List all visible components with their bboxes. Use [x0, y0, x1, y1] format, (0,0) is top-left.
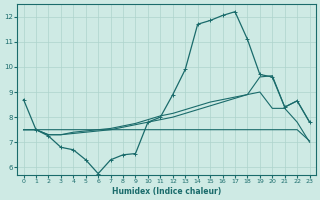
- X-axis label: Humidex (Indice chaleur): Humidex (Indice chaleur): [112, 187, 221, 196]
